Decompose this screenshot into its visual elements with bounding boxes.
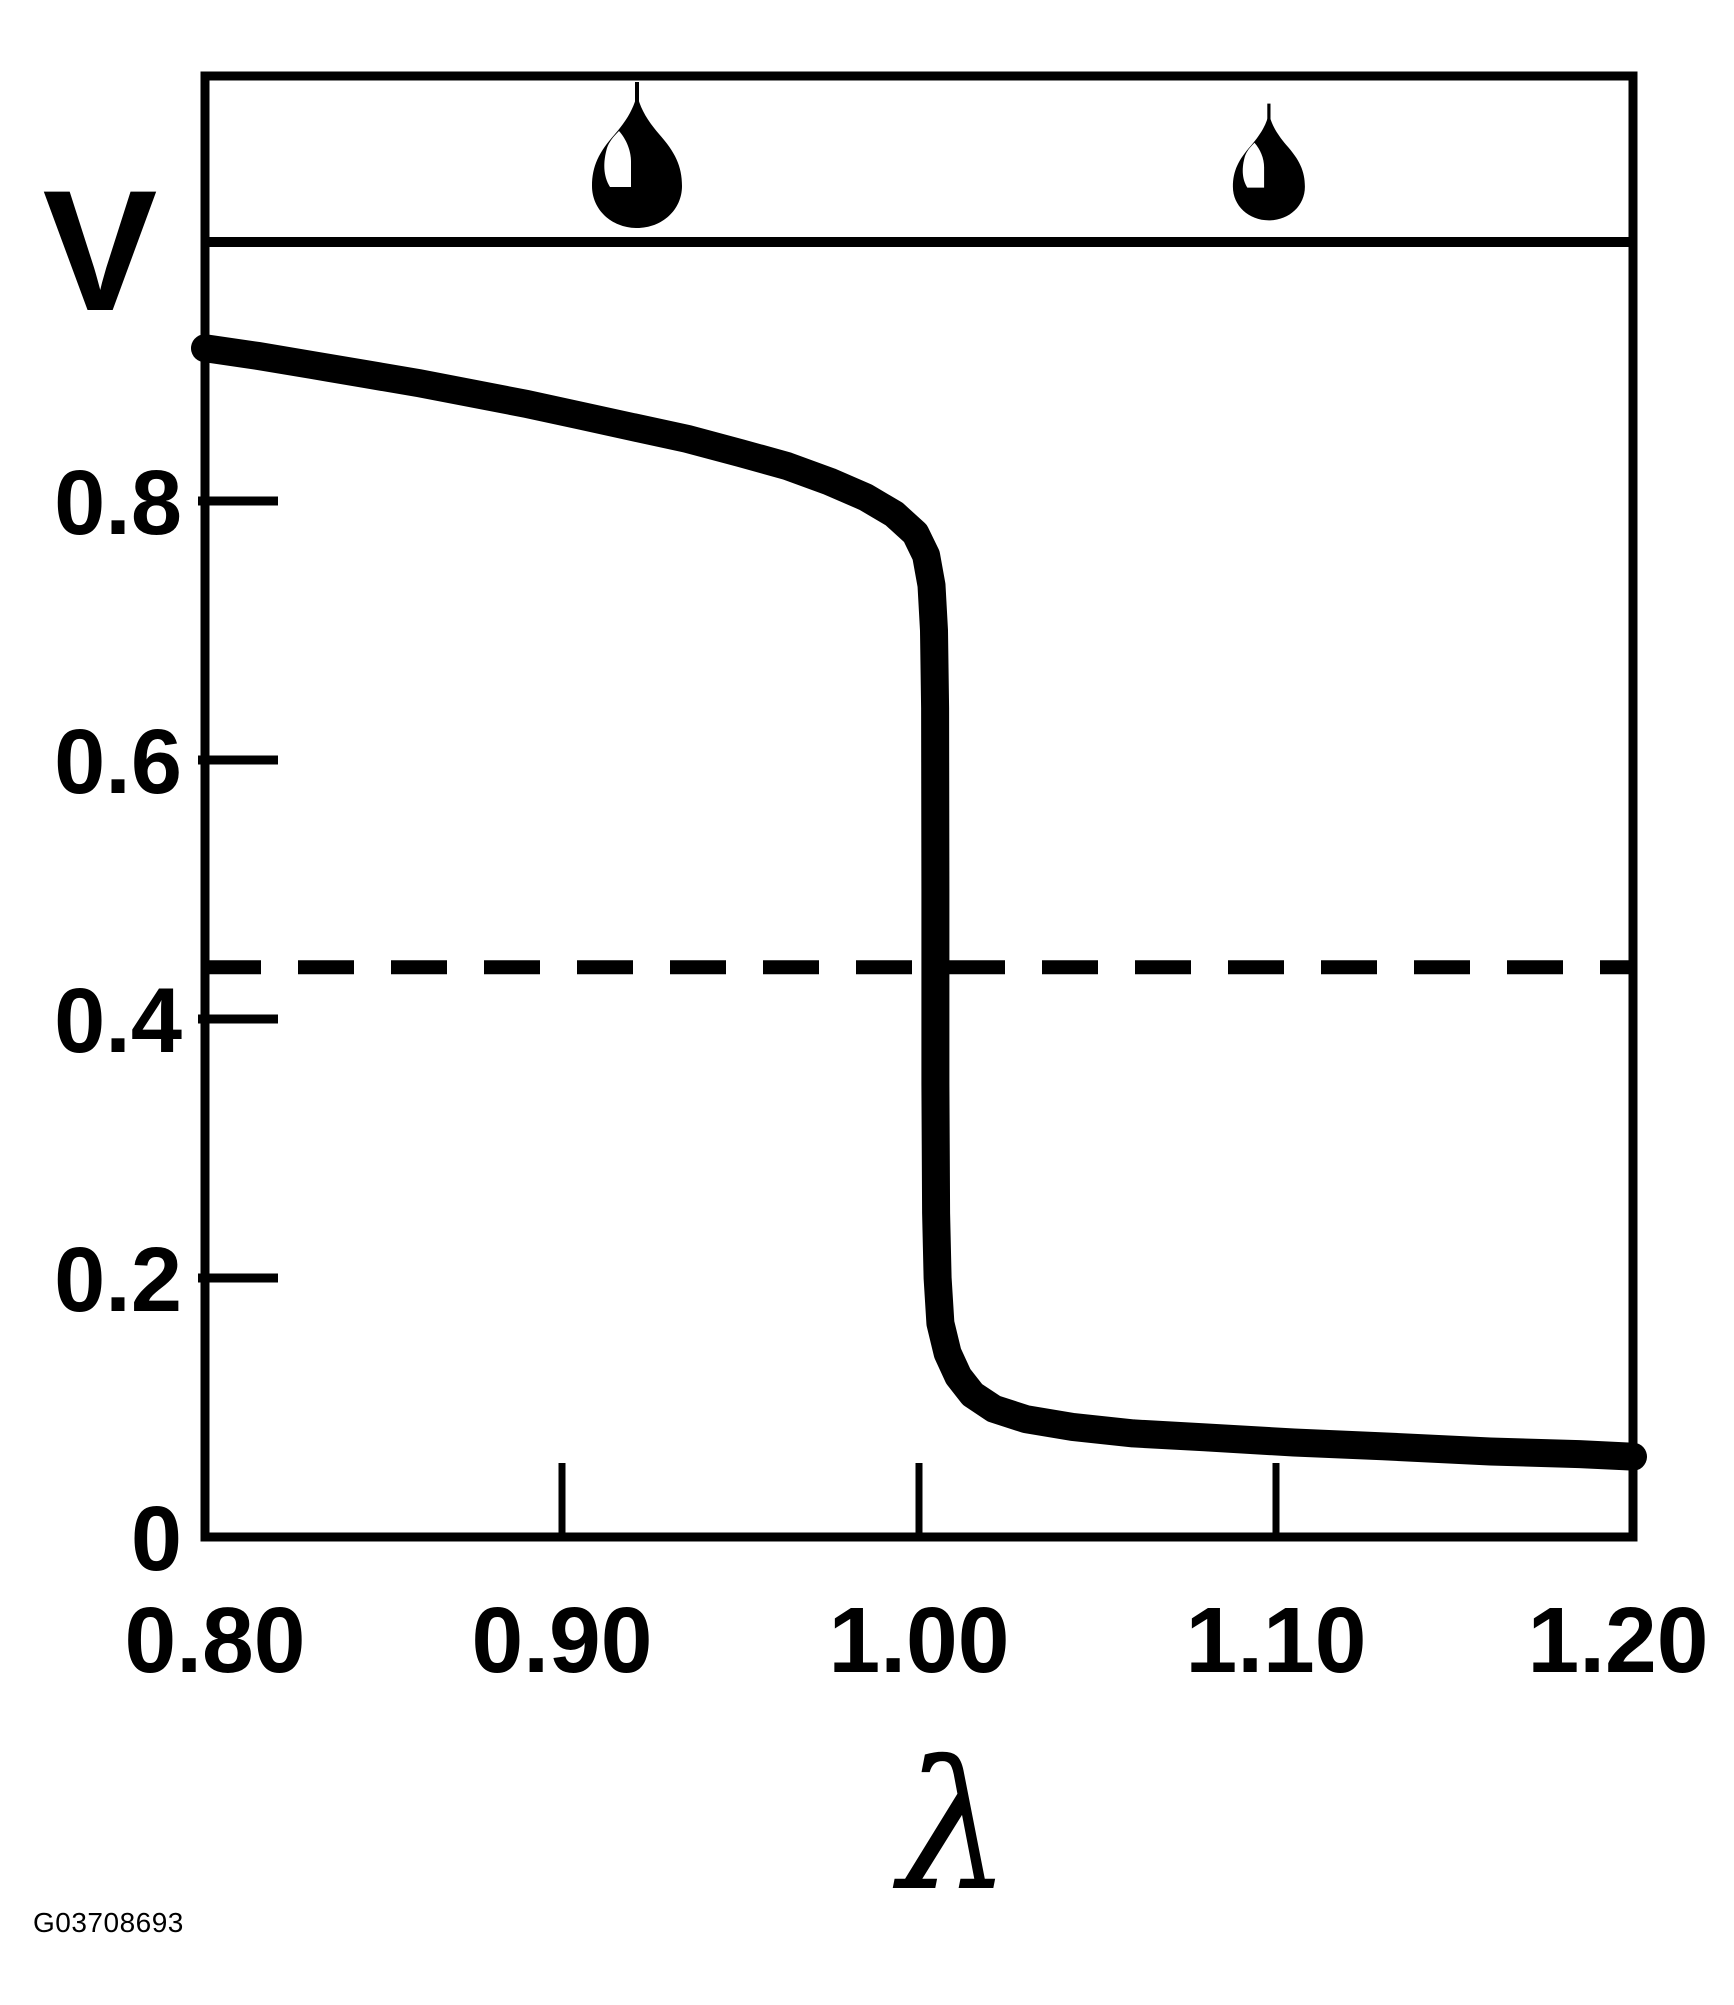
- y-tick-label: 0.8: [54, 452, 182, 554]
- v-lambda-curve: [191, 334, 1647, 1471]
- y-axis-tick-labels: 0.8 0.6 0.4 0.2 0: [54, 452, 182, 1590]
- droplet-icon: [1232, 103, 1305, 221]
- droplet-highlight: [1242, 142, 1265, 188]
- x-axis-ticks: [558, 1463, 1280, 1533]
- reference-lines: [205, 237, 1633, 975]
- x-axis-title: λ: [893, 1723, 1012, 1930]
- y-tick-label: 0: [131, 1488, 182, 1590]
- x-tick-label: 1.20: [1527, 1588, 1708, 1692]
- x-tick-label: 1.00: [828, 1588, 1009, 1692]
- x-tick-label: 1.10: [1185, 1588, 1366, 1692]
- y-tick-label: 0.2: [54, 1229, 182, 1331]
- droplet-annotations: [592, 82, 1305, 228]
- data-curve: [191, 334, 1647, 1471]
- figure-id-footnote: G03708693: [33, 1907, 184, 1938]
- y-tick-label: 0.6: [54, 711, 182, 813]
- droplet-highlight: [604, 131, 631, 187]
- y-axis-title: V: [43, 155, 158, 347]
- y-axis-ticks: [198, 496, 278, 1283]
- x-tick-label: 0.90: [471, 1588, 652, 1692]
- x-tick-label: 0.80: [124, 1588, 305, 1692]
- y-tick-label: 0.4: [54, 970, 182, 1072]
- plot-frame: [200, 71, 1638, 1542]
- x-axis-tick-labels: 0.80 0.90 1.00 1.10 1.20: [124, 1588, 1708, 1692]
- droplet-icon: [592, 82, 682, 228]
- droplet-body: [1232, 113, 1305, 221]
- droplet-body: [592, 94, 682, 228]
